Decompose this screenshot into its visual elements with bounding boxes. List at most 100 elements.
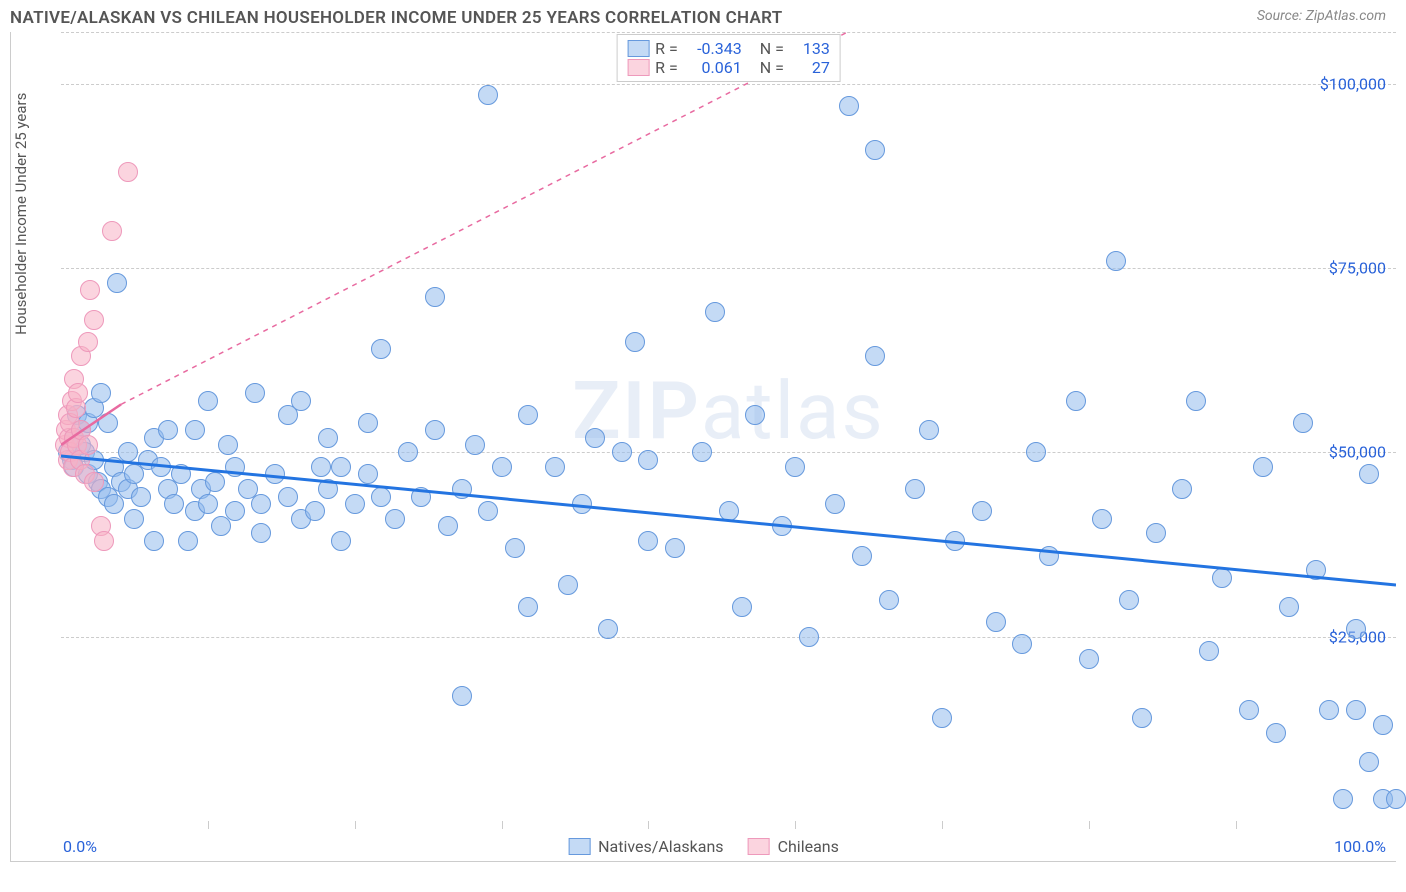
legend-r-label: R = bbox=[655, 39, 678, 58]
data-point bbox=[1172, 479, 1192, 499]
data-point bbox=[438, 516, 458, 536]
data-point bbox=[265, 464, 285, 484]
data-point bbox=[178, 531, 198, 551]
data-point bbox=[318, 428, 338, 448]
legend-series-item: Chileans bbox=[748, 837, 839, 856]
data-point bbox=[291, 391, 311, 411]
data-point bbox=[465, 435, 485, 455]
watermark-light: atlas bbox=[701, 364, 885, 458]
data-point bbox=[331, 531, 351, 551]
data-point bbox=[311, 457, 331, 477]
data-point bbox=[865, 140, 885, 160]
data-point bbox=[84, 472, 104, 492]
data-point bbox=[785, 457, 805, 477]
data-point bbox=[1293, 413, 1313, 433]
legend-series-item: Natives/Alaskans bbox=[568, 837, 723, 856]
data-point bbox=[305, 501, 325, 521]
data-point bbox=[1346, 619, 1366, 639]
data-point bbox=[799, 627, 819, 647]
data-point bbox=[171, 464, 191, 484]
data-point bbox=[972, 501, 992, 521]
data-point bbox=[1253, 457, 1273, 477]
legend-n-value: 27 bbox=[794, 58, 830, 77]
grid-line bbox=[61, 452, 1396, 453]
data-point bbox=[1066, 391, 1086, 411]
data-point bbox=[839, 96, 859, 116]
data-point bbox=[158, 420, 178, 440]
data-point bbox=[665, 538, 685, 558]
legend-stats: R = -0.343 N = 133 R = 0.061 N = 27 bbox=[616, 34, 841, 82]
plot-area: ZIPatlas R =-0.343N =133R =0.061N =27 $2… bbox=[61, 32, 1396, 821]
data-point bbox=[452, 479, 472, 499]
data-point bbox=[625, 332, 645, 352]
data-point bbox=[331, 457, 351, 477]
data-point bbox=[545, 457, 565, 477]
y-tick-label: $75,000 bbox=[1329, 258, 1386, 277]
data-point bbox=[345, 494, 365, 514]
data-point bbox=[91, 383, 111, 403]
data-point bbox=[278, 487, 298, 507]
data-point bbox=[932, 708, 952, 728]
data-point bbox=[692, 442, 712, 462]
data-point bbox=[358, 413, 378, 433]
data-point bbox=[78, 435, 98, 455]
legend-series-name: Natives/Alaskans bbox=[598, 837, 723, 856]
data-point bbox=[1212, 568, 1232, 588]
legend-stat-row: R = 0.061 N = 27 bbox=[627, 58, 830, 77]
data-point bbox=[572, 494, 592, 514]
legend-swatch bbox=[748, 838, 770, 855]
data-point bbox=[98, 413, 118, 433]
data-point bbox=[411, 487, 431, 507]
data-point bbox=[1132, 708, 1152, 728]
legend-r-label: R = bbox=[655, 58, 678, 77]
data-point bbox=[358, 464, 378, 484]
data-point bbox=[1346, 700, 1366, 720]
legend-r-value: 0.061 bbox=[688, 58, 742, 77]
data-point bbox=[251, 494, 271, 514]
data-point bbox=[205, 472, 225, 492]
data-point bbox=[102, 221, 122, 241]
data-point bbox=[505, 538, 525, 558]
grid-line bbox=[61, 84, 1396, 85]
grid-line bbox=[61, 268, 1396, 269]
source-attribution: Source: ZipAtlas.com bbox=[1257, 8, 1386, 24]
data-point bbox=[865, 346, 885, 366]
data-point bbox=[398, 442, 418, 462]
data-point bbox=[425, 420, 445, 440]
data-point bbox=[198, 391, 218, 411]
y-tick-label: $100,000 bbox=[1320, 74, 1386, 93]
data-point bbox=[385, 509, 405, 529]
legend-series: Natives/Alaskans Chileans bbox=[568, 837, 839, 856]
data-point bbox=[131, 487, 151, 507]
data-point bbox=[185, 420, 205, 440]
data-point bbox=[598, 619, 618, 639]
data-point bbox=[1186, 391, 1206, 411]
data-point bbox=[558, 575, 578, 595]
data-point bbox=[124, 509, 144, 529]
data-point bbox=[94, 531, 114, 551]
legend-n-label: N = bbox=[760, 39, 784, 58]
x-tick bbox=[355, 821, 356, 829]
data-point bbox=[825, 494, 845, 514]
data-point bbox=[1012, 634, 1032, 654]
data-point bbox=[144, 531, 164, 551]
legend-n-label: N = bbox=[760, 58, 784, 77]
data-point bbox=[705, 302, 725, 322]
legend-r-value: -0.343 bbox=[688, 39, 742, 58]
legend-swatch bbox=[627, 40, 649, 57]
data-point bbox=[1026, 442, 1046, 462]
data-point bbox=[1359, 464, 1379, 484]
data-point bbox=[1373, 715, 1393, 735]
data-point bbox=[1266, 723, 1286, 743]
data-point bbox=[478, 501, 498, 521]
data-point bbox=[1333, 789, 1353, 809]
data-point bbox=[1319, 700, 1339, 720]
data-point bbox=[198, 494, 218, 514]
legend-n-value: 133 bbox=[794, 39, 830, 58]
data-point bbox=[452, 686, 472, 706]
x-tick bbox=[942, 821, 943, 829]
data-point bbox=[919, 420, 939, 440]
data-point bbox=[1079, 649, 1099, 669]
data-point bbox=[518, 405, 538, 425]
data-point bbox=[1239, 700, 1259, 720]
